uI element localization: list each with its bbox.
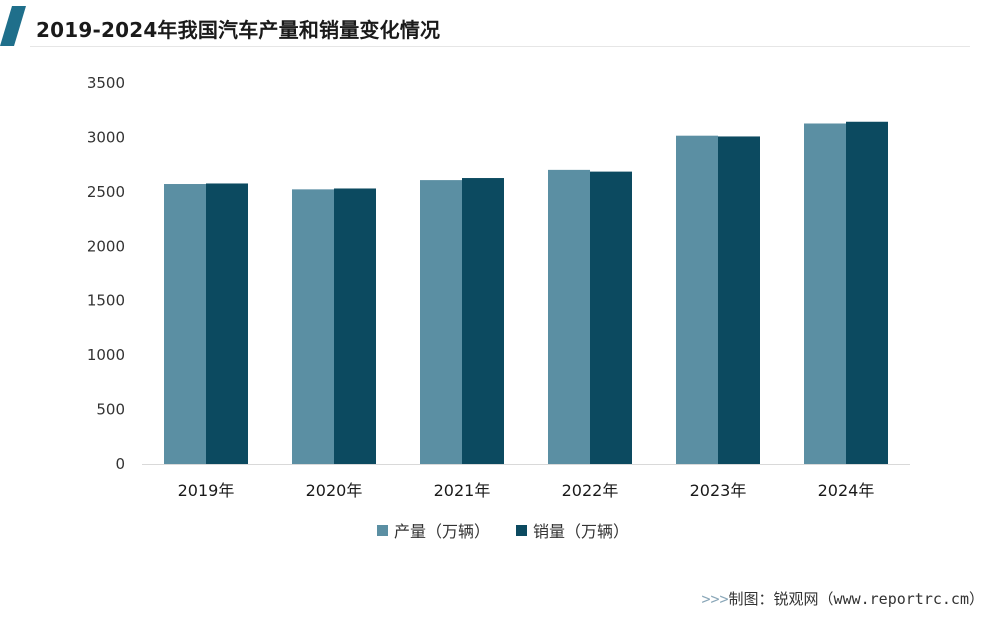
bar-production-2	[420, 180, 462, 464]
y-tick-label-0: 0	[115, 455, 125, 473]
title-divider	[30, 46, 970, 47]
y-tick-label-4: 2000	[87, 237, 125, 255]
y-tick-label-3: 1500	[87, 292, 125, 310]
legend-label-sales: 销量（万辆）	[533, 522, 630, 541]
x-tick-label-4: 2023年	[690, 481, 747, 500]
bar-sales-3	[590, 171, 632, 464]
legend-item-sales: 销量（万辆）	[516, 518, 629, 542]
source-note: >>>制图：锐观网（www.reportrc.cm）	[701, 588, 984, 609]
bar-sales-4	[718, 136, 760, 464]
x-tick-label-3: 2022年	[562, 481, 619, 500]
title-accent-bar	[0, 6, 26, 46]
bar-production-4	[676, 135, 718, 464]
bar-sales-1	[334, 188, 376, 464]
chart-title: 2019-2024年我国汽车产量和销量变化情况	[36, 18, 441, 42]
x-tick-label-2: 2021年	[434, 481, 491, 500]
legend-swatch-sales	[516, 524, 527, 536]
bar-production-0	[164, 184, 206, 465]
bar-production-3	[548, 169, 590, 465]
bar-sales-0	[206, 183, 248, 464]
legend-swatch-production	[376, 524, 388, 536]
bar-production-1	[292, 189, 334, 464]
bar-sales-5	[846, 121, 888, 464]
y-tick-label-1: 500	[96, 401, 125, 419]
bar-production-5	[804, 123, 846, 464]
legend-label-production: 产量（万辆）	[393, 522, 490, 541]
legend-item-production: 产量（万辆）	[376, 518, 490, 542]
chart-legend: 产量（万辆） 销量（万辆）	[0, 518, 1006, 542]
source-arrows: >>>	[701, 590, 729, 608]
source-text: 制图：锐观网（www.reportrc.cm）	[728, 590, 984, 608]
x-tick-label-1: 2020年	[306, 481, 363, 500]
bar-sales-2	[462, 178, 504, 464]
y-tick-label-2: 1000	[87, 346, 125, 364]
y-tick-label-6: 3000	[87, 128, 125, 146]
x-tick-label-0: 2019年	[178, 481, 235, 500]
x-tick-label-5: 2024年	[818, 481, 875, 500]
y-tick-label-5: 2500	[87, 183, 125, 201]
y-tick-label-7: 3500	[87, 74, 125, 92]
